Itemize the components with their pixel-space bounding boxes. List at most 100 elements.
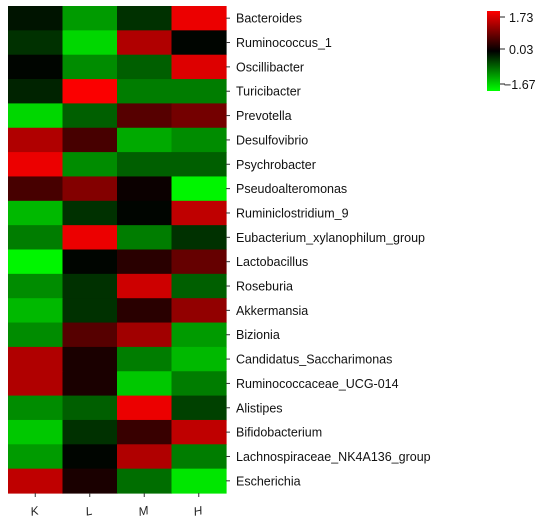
heatmap-cell (117, 468, 173, 494)
heatmap-cell (117, 30, 173, 56)
legend-tick-min: −1.67 (504, 78, 536, 92)
heatmap-cell (62, 152, 118, 178)
column-label: L (84, 504, 93, 519)
heatmap-cell (8, 444, 64, 470)
heatmap-cell (62, 444, 118, 470)
column-label: M (137, 503, 150, 519)
heatmap-cell (8, 79, 64, 104)
heatmap-cell (117, 54, 173, 80)
heatmap-cell (62, 371, 118, 397)
row-label: Ruminococcus_1 (236, 36, 332, 50)
heatmap-cell (117, 225, 173, 251)
heatmap-cell (8, 225, 64, 251)
row-label: Prevotella (236, 109, 292, 123)
heatmap-cell (117, 419, 173, 445)
row-label: Turicibacter (236, 85, 301, 99)
heatmap-cell (117, 346, 173, 372)
row-label: Alistipes (236, 401, 283, 415)
heatmap-cell (8, 419, 64, 445)
heatmap-cell (117, 371, 173, 397)
column-label: K (29, 503, 41, 519)
heatmap-cell (62, 176, 118, 202)
heatmap-cell (171, 371, 227, 397)
heatmap-cell (117, 79, 173, 104)
heatmap-cell (171, 200, 227, 226)
heatmap-cell (62, 127, 118, 153)
heatmap-cell (62, 298, 118, 324)
heatmap-cell (62, 200, 118, 226)
row-label: Akkermansia (236, 304, 308, 318)
heatmap-cell (117, 298, 173, 324)
row-label: Roseburia (236, 280, 293, 294)
heatmap-cell (8, 103, 64, 129)
heatmap-cell (62, 346, 118, 372)
row-label: Candidatus_Saccharimonas (236, 353, 392, 367)
heatmap-cell (171, 6, 227, 31)
heatmap-cell (171, 152, 227, 178)
heatmap-cell (117, 249, 173, 275)
legend-tick-max: 1.73 (509, 11, 533, 25)
heatmap-cell (117, 176, 173, 202)
heatmap-cell (8, 30, 64, 56)
heatmap-cell (171, 395, 227, 421)
heatmap-cell (8, 298, 64, 324)
row-label: Bacteroides (236, 12, 302, 26)
heatmap-cell (8, 371, 64, 397)
heatmap-cell (62, 54, 118, 80)
row-labels: Bacteroides Ruminococcus_1 Oscillibacter Tu… (226, 12, 431, 488)
heatmap-cell (117, 395, 173, 421)
heatmap-cell (171, 176, 227, 202)
row-label: Eubacterium_xylanophilum_group (236, 231, 425, 245)
heatmap-cell (62, 273, 118, 299)
heatmap-cell (62, 419, 118, 445)
row-label: Bizionia (236, 328, 280, 342)
heatmap-cell (171, 249, 227, 275)
heatmap-cell (171, 127, 227, 153)
row-label: Ruminococcaceae_UCG-014 (236, 377, 399, 391)
heatmap-cell (8, 249, 64, 275)
heatmap-cell (8, 54, 64, 80)
heatmap-cell (8, 200, 64, 226)
heatmap-cell (62, 468, 118, 494)
row-label: Desulfovibrio (236, 133, 308, 147)
heatmap-cell (117, 322, 173, 348)
heatmap-cell (117, 6, 173, 31)
row-label: Psychrobacter (236, 158, 316, 172)
heatmap-cell (62, 6, 118, 31)
row-label: Oscillibacter (236, 60, 304, 74)
heatmap-cell (117, 127, 173, 153)
row-label: Ruminiclostridium_9 (236, 206, 349, 220)
heatmap-cell (8, 273, 64, 299)
heatmap-cell (8, 346, 64, 372)
heatmap-cell (117, 444, 173, 470)
heatmap-cell (8, 322, 64, 348)
legend-tick-mid: 0.03 (509, 43, 533, 57)
heatmap-cell (117, 273, 173, 299)
heatmap-cell (62, 225, 118, 251)
heatmap-cell (8, 152, 64, 178)
row-label: Escherichia (236, 474, 301, 488)
row-label: Pseudoalteromonas (236, 182, 347, 196)
heatmap-cell (117, 103, 173, 129)
heatmap-cell (171, 444, 227, 470)
heatmap-cells (8, 6, 227, 494)
heatmap-cell (171, 54, 227, 80)
heatmap-cell (171, 79, 227, 104)
heatmap-cell (171, 273, 227, 299)
heatmap-cell (171, 30, 227, 56)
column-label: H (192, 503, 204, 519)
color-legend: 1.73 0.03 −1.67 (487, 11, 536, 92)
heatmap-cell (8, 468, 64, 494)
heatmap-cell (8, 6, 64, 31)
heatmap-cell (62, 79, 118, 104)
heatmap-cell (171, 225, 227, 251)
heatmap-cell (171, 322, 227, 348)
heatmap-cell (8, 395, 64, 421)
heatmap-cell (8, 127, 64, 153)
heatmap-cell (117, 200, 173, 226)
heatmap-cell (62, 30, 118, 56)
heatmap-cell (62, 395, 118, 421)
row-label: Lactobacillus (236, 255, 308, 269)
row-label: Lachnospiraceae_NK4A136_group (236, 450, 431, 464)
